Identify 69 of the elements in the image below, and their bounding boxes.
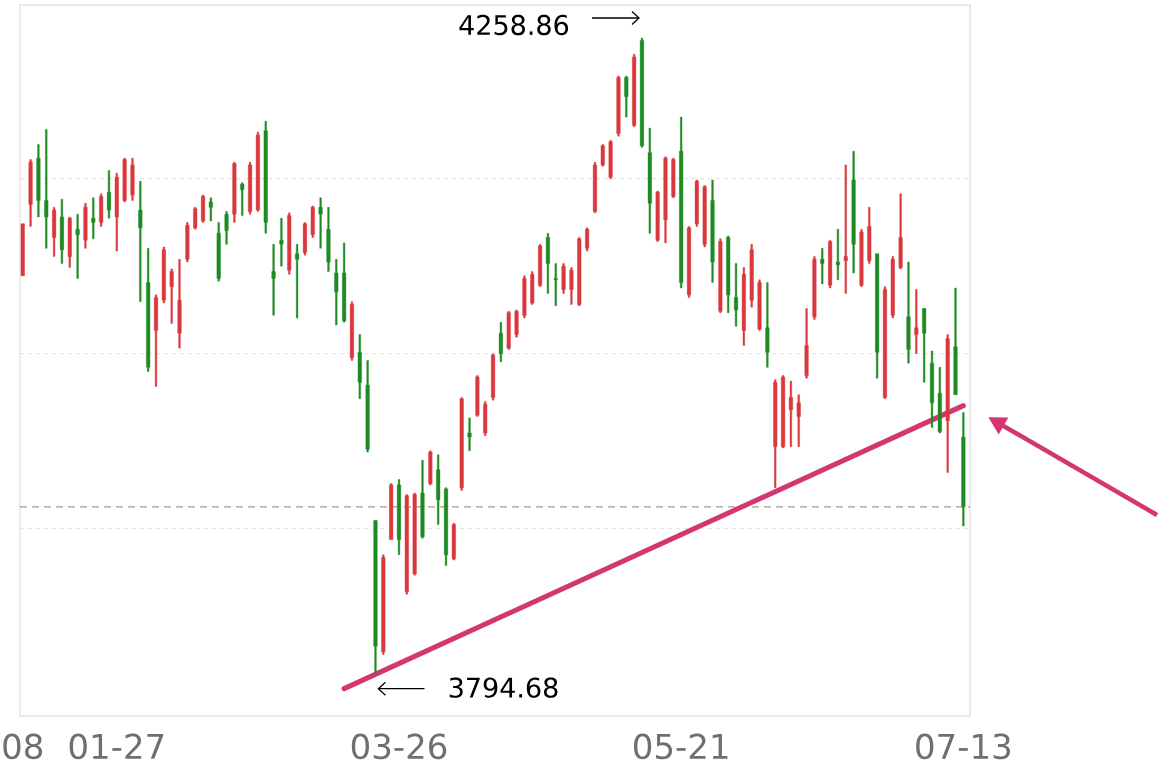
- candlestick: [52, 207, 57, 257]
- candlestick: [788, 380, 793, 447]
- candlestick: [953, 287, 958, 395]
- candlestick: [146, 248, 151, 372]
- candlestick: [130, 157, 135, 201]
- candlestick: [106, 170, 111, 219]
- candlestick: [835, 229, 840, 281]
- x-tick-label: 03-26: [351, 733, 447, 760]
- candlestick: [114, 172, 119, 252]
- candlestick: [796, 394, 801, 447]
- candlestick: [741, 267, 746, 346]
- candlestick: [169, 268, 174, 324]
- candlestick: [867, 207, 872, 264]
- candlestick: [208, 197, 213, 222]
- candlestick: [945, 334, 950, 473]
- candlestick: [334, 259, 339, 326]
- candlestick: [357, 334, 362, 399]
- candlestick: [279, 218, 284, 267]
- x-tick-label: 05-21: [634, 733, 728, 760]
- candlestick: [773, 379, 778, 488]
- candlestick: [326, 207, 331, 272]
- candlestick: [91, 197, 96, 239]
- candlestick: [898, 193, 903, 270]
- candlestick: [154, 294, 158, 387]
- candlestick: [75, 213, 80, 279]
- candlestick: [624, 75, 629, 118]
- candlestick: [922, 308, 927, 383]
- x-tick-label: 08: [3, 733, 43, 760]
- candlestick: [271, 244, 276, 316]
- candlestick: [906, 261, 911, 364]
- candlestick: [138, 181, 143, 302]
- candlestick: [585, 227, 590, 252]
- candlestick: [342, 242, 347, 323]
- candlestick: [647, 127, 652, 234]
- candlestick: [28, 159, 33, 227]
- candlestick: [929, 350, 934, 428]
- x-tick-label: 01-27: [69, 733, 164, 760]
- candlestick: [295, 244, 300, 319]
- candlestick: [851, 151, 856, 274]
- candlestick: [820, 248, 825, 285]
- candlestick: [710, 179, 715, 283]
- candlestick: [765, 282, 770, 368]
- candlestick: [961, 412, 966, 527]
- candlestick: [937, 367, 942, 434]
- candlestick: [436, 454, 441, 525]
- candlestick: [498, 322, 503, 363]
- candlestick: [177, 259, 182, 349]
- annotation: 3794.68: [449, 677, 558, 698]
- candlestick: [914, 289, 919, 354]
- candlestick: [804, 308, 809, 379]
- candlestick: [553, 263, 558, 306]
- candlestick: [569, 267, 574, 305]
- candlestick: [365, 360, 370, 453]
- candlestick: [843, 164, 848, 294]
- candlestick: [59, 198, 64, 264]
- candlestick: [44, 129, 49, 249]
- x-tick-label: 07-13: [916, 733, 1010, 760]
- candlestick: [36, 144, 41, 218]
- candlestick: [561, 263, 566, 294]
- candlestick: [318, 197, 323, 249]
- candlestick: [420, 460, 425, 539]
- candlestick: [83, 203, 88, 249]
- candlestick: [734, 263, 739, 327]
- candlestick: [467, 417, 472, 451]
- candlestick: [545, 233, 550, 294]
- annotation: 4258.86: [459, 14, 569, 36]
- candlestick: [240, 182, 245, 216]
- candlestick: [663, 156, 668, 244]
- candlestick: [224, 211, 229, 245]
